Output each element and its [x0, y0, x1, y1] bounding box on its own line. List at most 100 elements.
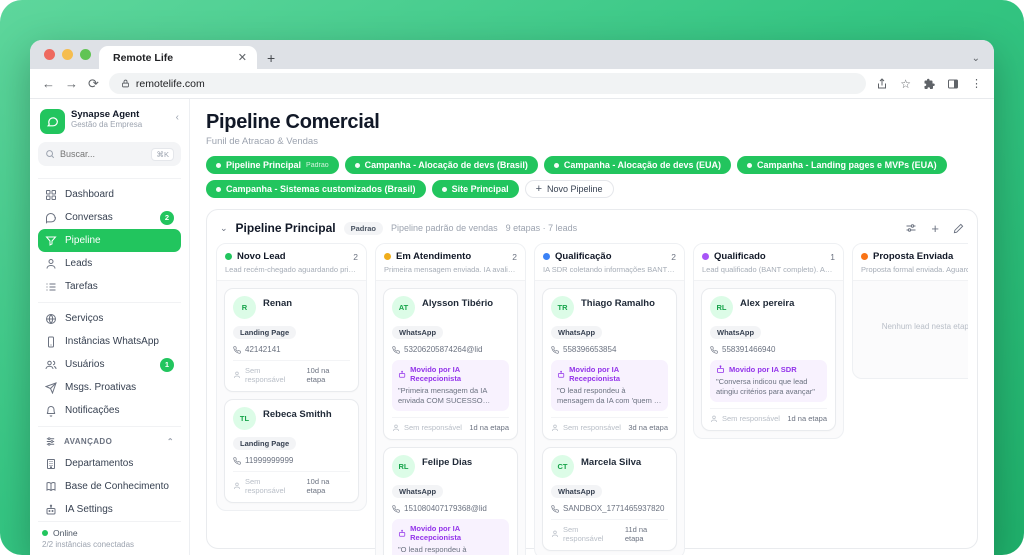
- tab-close-icon[interactable]: ✕: [237, 52, 247, 64]
- minimize-window-button[interactable]: [62, 49, 73, 60]
- lead-phone: 42142141: [245, 345, 281, 354]
- person-icon: [711, 415, 717, 422]
- kanban-column-qualificado: Qualificado 1 Lead qualificado (BANT com…: [693, 243, 844, 440]
- lead-card-rebeca[interactable]: TL Rebeca Smithh Landing Page 1199999999…: [224, 399, 359, 503]
- lead-card-renan[interactable]: R Renan Landing Page 42142141: [224, 288, 359, 392]
- back-button[interactable]: ←: [42, 76, 55, 91]
- sidebar-search[interactable]: ⌘K: [38, 142, 181, 166]
- app-logo-chat-icon: [40, 109, 65, 134]
- bot-icon: [557, 370, 565, 378]
- new-pipeline-button[interactable]: + Novo Pipeline: [524, 180, 614, 198]
- edit-pencil-icon[interactable]: [953, 223, 964, 234]
- pipeline-funnel-icon: [45, 236, 57, 246]
- stage-count: 1: [830, 251, 835, 262]
- kanban-column-qualificacao: Qualificação 2 IA SDR coletando informaç…: [534, 243, 685, 555]
- app-subtitle: Gestão da Empresa: [71, 120, 143, 130]
- pipeline-pill-principal[interactable]: Pipeline Principal Padrao: [206, 156, 339, 174]
- lead-card-alysson[interactable]: AT Alysson Tibério WhatsApp 532062058742…: [383, 288, 518, 441]
- address-bar[interactable]: remotelife.com: [108, 73, 867, 94]
- avatar: TR: [551, 296, 574, 319]
- sidebar-item-instancias-whatsapp[interactable]: Instâncias WhatsApp: [38, 330, 181, 353]
- sidebar-item-tarefas[interactable]: Tarefas: [38, 275, 181, 298]
- lead-age: 10d na etapa: [306, 477, 330, 495]
- chevron-up-icon: ⌃: [166, 437, 174, 446]
- stage-subtitle: Proposta formal enviada. Aguardando resp…: [861, 265, 968, 274]
- lead-phone: 53206205874264@lid: [404, 345, 483, 354]
- conversas-count-badge: 2: [160, 210, 174, 225]
- person-icon: [393, 424, 399, 431]
- add-stage-icon[interactable]: +: [931, 220, 939, 236]
- kanban-column-novo-lead: Novo Lead 2 Lead recém-chegado aguardand…: [216, 243, 367, 511]
- lead-card-thiago[interactable]: TR Thiago Ramalho WhatsApp 558396653854: [542, 288, 677, 441]
- sidebar-item-label: Serviços: [65, 313, 104, 324]
- maximize-window-button[interactable]: [80, 49, 91, 60]
- person-icon: [552, 424, 558, 431]
- reload-button[interactable]: ⟳: [88, 76, 99, 91]
- sidebar-item-usuarios[interactable]: Usuários 1: [38, 353, 181, 376]
- pipeline-panel-header: ⌄ Pipeline Principal Padrao Pipeline pad…: [216, 219, 968, 243]
- browser-menu-icon[interactable]: ⋮: [971, 78, 982, 90]
- avatar: RL: [392, 455, 415, 479]
- sidebar-item-label: IA Settings: [65, 504, 113, 515]
- share-icon[interactable]: [876, 77, 888, 90]
- stage-subtitle: Primeira mensagem enviada. IA avaliando.…: [384, 265, 517, 274]
- lead-card-alex[interactable]: RL Alex pereira WhatsApp 558391466940: [701, 288, 836, 432]
- phone-icon: [710, 345, 718, 354]
- sidebar-item-leads[interactable]: Leads: [38, 252, 181, 275]
- browser-tab[interactable]: Remote Life ✕: [99, 46, 257, 69]
- pill-dot: [216, 186, 221, 192]
- filter-sliders-icon[interactable]: [905, 222, 917, 234]
- stage-dot: [225, 253, 232, 260]
- extensions-puzzle-icon[interactable]: [923, 78, 935, 90]
- sidebar-collapse-icon[interactable]: ‹: [175, 112, 179, 123]
- sidebar-item-pipeline[interactable]: Pipeline: [38, 229, 181, 252]
- tab-title: Remote Life: [113, 51, 174, 64]
- new-tab-button[interactable]: +: [267, 50, 276, 66]
- phone-device-icon: [48, 336, 54, 347]
- forward-button[interactable]: →: [65, 76, 78, 91]
- sidebar-item-notificacoes[interactable]: Notificações: [38, 399, 181, 422]
- pipeline-panel: ⌄ Pipeline Principal Padrao Pipeline pad…: [206, 209, 978, 555]
- sidebar-item-departamentos[interactable]: Departamentos: [38, 452, 181, 475]
- sidebar-item-label: Leads: [65, 258, 93, 269]
- search-input[interactable]: [60, 149, 130, 159]
- sidebar-item-dashboard[interactable]: Dashboard: [38, 183, 181, 206]
- search-shortcut-badge: ⌘K: [151, 147, 174, 161]
- sidebar-item-base-conhecimento[interactable]: Base de Conhecimento: [38, 475, 181, 498]
- person-icon: [233, 482, 240, 490]
- sidebar-item-msgs-proativas[interactable]: Msgs. Proativas: [38, 376, 181, 399]
- sidebar-item-conversas[interactable]: Conversas 2: [38, 206, 181, 229]
- tab-search-chevron-icon[interactable]: ⌄: [971, 53, 980, 64]
- lock-icon: [121, 79, 129, 88]
- sidebar-item-ia-settings[interactable]: IA Settings: [38, 498, 181, 521]
- sidebar-section-avancado[interactable]: AVANÇADO ⌃: [38, 431, 181, 452]
- search-icon: [46, 150, 55, 159]
- sidebar-item-label: Pipeline: [65, 235, 101, 246]
- pill-padrao-badge: Padrao: [306, 161, 329, 169]
- phone-icon: [392, 505, 400, 513]
- pipeline-pill-campanha-devs-eua[interactable]: Campanha - Alocação de devs (EUA): [543, 156, 732, 174]
- app-name: Synapse Agent: [71, 109, 140, 120]
- pipeline-pill-campanha-landing-mvps[interactable]: Campanha - Landing pages e MVPs (EUA): [737, 156, 947, 174]
- divider: [38, 178, 181, 179]
- source-tag: Landing Page: [233, 326, 297, 339]
- page-title: Pipeline Comercial: [206, 111, 380, 133]
- pipeline-name: Pipeline Principal: [235, 221, 336, 235]
- collapse-chevron-icon[interactable]: ⌄: [220, 222, 228, 233]
- pipeline-pill-site-principal[interactable]: Site Principal: [431, 180, 519, 198]
- pill-dot: [216, 162, 221, 168]
- close-window-button[interactable]: [44, 49, 55, 60]
- lead-phone: SANDBOX_1771465937820: [563, 504, 665, 514]
- lead-owner: Sem responsável: [404, 423, 462, 433]
- pipeline-pill-campanha-sistemas[interactable]: Campanha - Sistemas customizados (Brasil…: [206, 180, 426, 198]
- pipeline-pill-campanha-devs-brasil[interactable]: Campanha - Alocação de devs (Brasil): [344, 156, 538, 174]
- lead-age: 11d na etapa: [624, 525, 648, 544]
- bookmark-star-icon[interactable]: ☆: [900, 76, 911, 91]
- building-icon: [47, 458, 55, 469]
- lead-card-marcela[interactable]: CT Marcela Silva WhatsApp SANDBOX_177146…: [542, 447, 677, 552]
- sidebar-item-servicos[interactable]: Serviços: [38, 307, 181, 330]
- lead-card-felipe[interactable]: RL Felipe Dias WhatsApp 151080407179368@…: [383, 447, 518, 555]
- main-content: Pipeline Comercial Funil de Atracao & Ve…: [190, 99, 994, 555]
- lead-owner: Sem responsável: [562, 525, 604, 544]
- side-panel-icon[interactable]: [947, 78, 959, 90]
